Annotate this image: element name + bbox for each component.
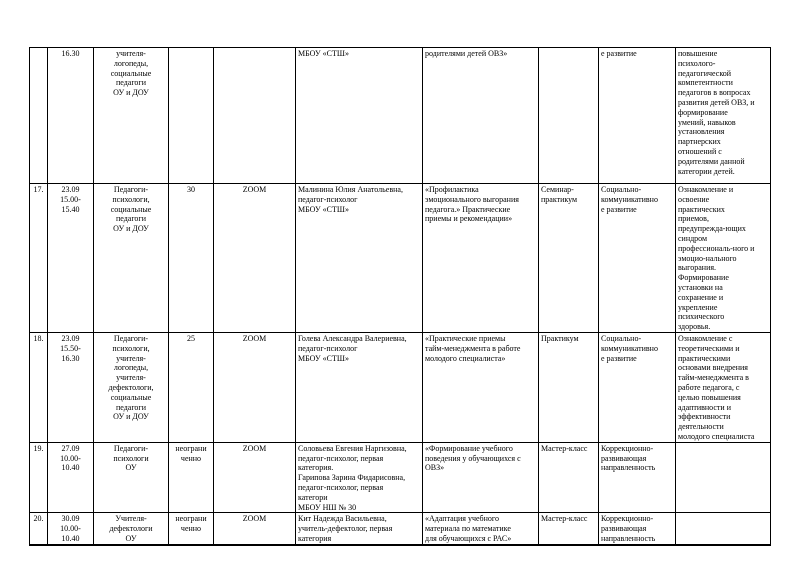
cell-date-time: 23.09 15.00- 15.40 bbox=[47, 183, 94, 333]
cell-platform: ZOOM bbox=[213, 441, 296, 514]
cell-platform: ZOOM bbox=[213, 512, 296, 546]
cell-date-time: 30.09 10.00- 10.40 bbox=[47, 512, 94, 546]
cell-count: 30 bbox=[168, 183, 214, 333]
cell-direction: Коррекционно- развивающая направленность bbox=[598, 441, 676, 514]
cell-direction: Коррекционно- развивающая направленность bbox=[598, 512, 676, 546]
cell-format: Семинар- практикум bbox=[538, 183, 599, 333]
cell-speaker: Соловьева Евгения Наргизовна, педагог-пс… bbox=[295, 441, 423, 514]
cell-platform: ZOOM bbox=[213, 331, 296, 443]
cell-audience: Педагоги- психологи, учителя- логопеды, … bbox=[93, 331, 169, 443]
cell-direction: Социально- коммуникативно е развитие bbox=[598, 183, 676, 333]
cell-direction: е развитие bbox=[598, 47, 676, 184]
cell-topic: «Практические приемы тайм-менеджмента в … bbox=[422, 331, 539, 443]
cell-count: 25 bbox=[168, 331, 214, 443]
table-row: 16.30 учителя- логопеды, социальные педа… bbox=[29, 47, 771, 184]
cell-topic: родителями детей ОВЗ» bbox=[422, 47, 539, 184]
cell-speaker: Голева Александра Валериевна, педагог-пс… bbox=[295, 331, 423, 443]
cell-direction: Социально- коммуникативно е развитие bbox=[598, 331, 676, 443]
cell-topic: «Адаптация учебного материала по математ… bbox=[422, 512, 539, 546]
table-row: 19. 27.09 10.00- 10.40 Педагоги- психоло… bbox=[29, 441, 771, 514]
cell-audience: Учителя- дефектологи ОУ bbox=[93, 512, 169, 546]
cell-count bbox=[168, 47, 214, 184]
schedule-table: 16.30 учителя- логопеды, социальные педа… bbox=[29, 47, 771, 546]
cell-result bbox=[675, 512, 771, 546]
cell-count: неограни ченно bbox=[168, 512, 214, 546]
cell-format: Мастер-класс bbox=[538, 512, 599, 546]
cell-date-time: 23.09 15.50- 16.30 bbox=[47, 331, 94, 443]
cell-format: Практикум bbox=[538, 331, 599, 443]
cell-result: повышение психолого- педагогической комп… bbox=[675, 47, 771, 184]
cell-audience: Педагоги- психологи, социальные педагоги… bbox=[93, 183, 169, 333]
cell-speaker: Малинина Юлия Анатольевна, педагог-психо… bbox=[295, 183, 423, 333]
table-row: 17. 23.09 15.00- 15.40 Педагоги- психоло… bbox=[29, 183, 771, 333]
cell-count: неограни ченно bbox=[168, 441, 214, 514]
table-row: 18. 23.09 15.50- 16.30 Педагоги- психоло… bbox=[29, 331, 771, 443]
cell-platform bbox=[213, 47, 296, 184]
cell-topic: «Профилактика эмоционального выгорания п… bbox=[422, 183, 539, 333]
cell-audience: Педагоги- психологи ОУ bbox=[93, 441, 169, 514]
cell-date-time: 16.30 bbox=[47, 47, 94, 184]
cell-speaker: МБОУ «СТШ» bbox=[295, 47, 423, 184]
cell-row-number: 17. bbox=[29, 183, 48, 333]
cell-row-number: 20. bbox=[29, 512, 48, 546]
cell-format bbox=[538, 47, 599, 184]
cell-row-number: 18. bbox=[29, 331, 48, 443]
cell-format: Мастер-класс bbox=[538, 441, 599, 514]
cell-result bbox=[675, 441, 771, 514]
cell-topic: «Формирование учебного поведения у обуча… bbox=[422, 441, 539, 514]
cell-date-time: 27.09 10.00- 10.40 bbox=[47, 441, 94, 514]
table-row: 20. 30.09 10.00- 10.40 Учителя- дефектол… bbox=[29, 512, 771, 546]
cell-speaker: Кит Надежда Васильевна, учитель-дефектол… bbox=[295, 512, 423, 546]
cell-result: Ознакомление и освоение практических при… bbox=[675, 183, 771, 333]
cell-result: Ознакомление с теоретическими и практиче… bbox=[675, 331, 771, 443]
cell-platform: ZOOM bbox=[213, 183, 296, 333]
cell-row-number: 19. bbox=[29, 441, 48, 514]
cell-audience: учителя- логопеды, социальные педагоги О… bbox=[93, 47, 169, 184]
cell-row-number bbox=[29, 47, 48, 184]
